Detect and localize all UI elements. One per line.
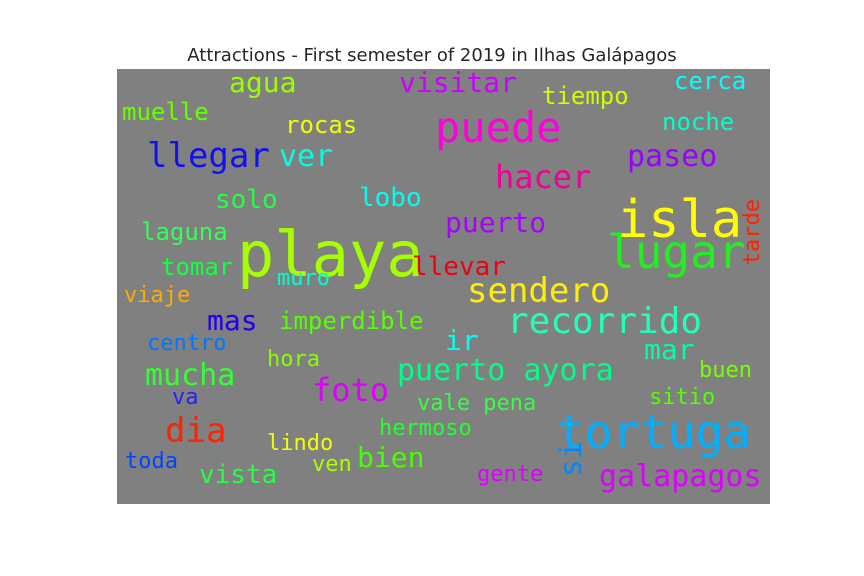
word-si: si xyxy=(554,441,589,478)
word-imperdible: imperdible xyxy=(279,307,424,335)
word-puede: puede xyxy=(435,103,562,152)
word-mucha: mucha xyxy=(145,358,236,393)
word-dia: dia xyxy=(165,411,227,451)
word-va: va xyxy=(172,385,199,410)
word-galapagos: galapagos xyxy=(599,459,762,494)
word-lugar: lugar xyxy=(607,225,746,279)
word-muelle: muelle xyxy=(122,98,209,126)
word-agua: agua xyxy=(229,69,297,99)
word-vista: vista xyxy=(199,460,278,490)
word-noche: noche xyxy=(662,108,735,136)
word-lobo: lobo xyxy=(359,183,422,213)
word-laguna: laguna xyxy=(141,218,228,246)
word-viaje: viaje xyxy=(124,283,191,308)
word-tomar: tomar xyxy=(161,253,234,281)
word-ven: ven xyxy=(312,452,352,477)
word-ver: ver xyxy=(279,139,334,174)
word-tortuga: tortuga xyxy=(557,405,751,459)
word-gente: gente xyxy=(477,462,544,487)
word-visitar: visitar xyxy=(399,69,518,99)
word-cerca: cerca xyxy=(674,69,747,95)
word-solo: solo xyxy=(215,185,278,215)
word-sendero: sendero xyxy=(467,271,611,311)
word-llegar: llegar xyxy=(147,136,270,176)
word-foto: foto xyxy=(312,371,390,409)
word-centro: centro xyxy=(147,331,227,356)
word-paseo: paseo xyxy=(627,139,718,174)
word-playa: playa xyxy=(237,218,424,291)
word-sitio: sitio xyxy=(649,385,716,410)
word-mas: mas xyxy=(207,304,258,337)
word-tiempo: tiempo xyxy=(542,82,629,110)
word-bien: bien xyxy=(357,441,425,474)
word-llevar: llevar xyxy=(412,252,506,282)
word-lindo: lindo xyxy=(267,431,334,456)
word-vale-pena: vale pena xyxy=(417,391,537,416)
word-hora: hora xyxy=(267,347,320,372)
word-hermoso: hermoso xyxy=(379,416,472,441)
word-mar: mar xyxy=(644,333,695,366)
chart-title: Attractions - First semester of 2019 in … xyxy=(187,45,677,66)
word-toda: toda xyxy=(125,449,178,474)
word-puerto-ayora: puerto ayora xyxy=(397,353,614,388)
word-ir: ir xyxy=(445,324,479,357)
word-muro: muro xyxy=(277,266,330,291)
word-isla: isla xyxy=(617,190,743,250)
word-puerto: puerto xyxy=(445,206,547,239)
word-rocas: rocas xyxy=(285,111,358,139)
word-buen: buen xyxy=(699,358,752,383)
word-recorrido: recorrido xyxy=(507,301,703,342)
word-cloud-canvas: playa isla tortuga puede lugar recorrido llega… xyxy=(117,69,770,504)
word-hacer: hacer xyxy=(495,158,592,196)
word-tarde: tarde xyxy=(740,199,765,266)
